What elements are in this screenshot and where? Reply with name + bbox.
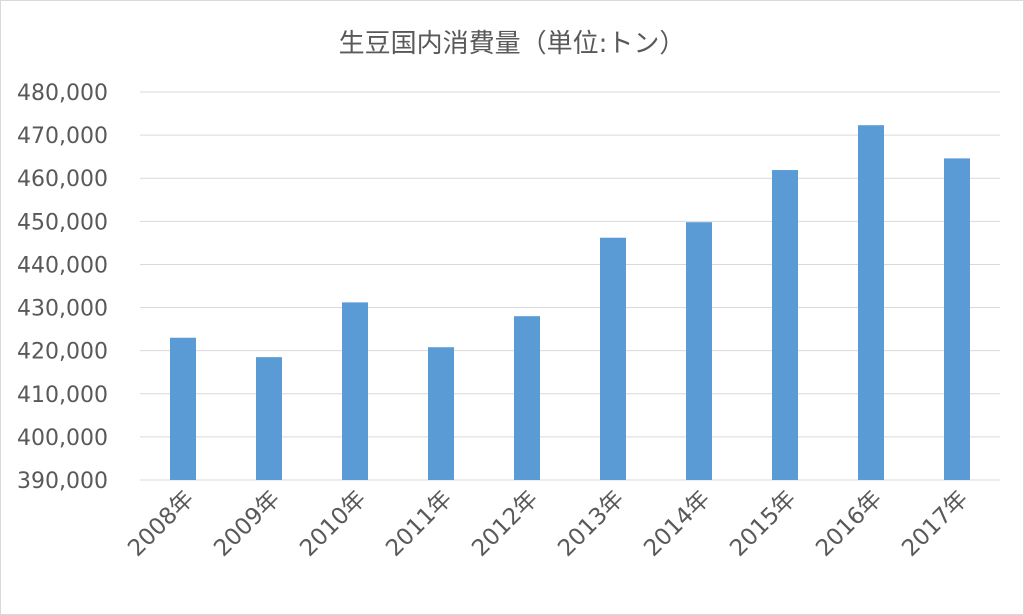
chart-title: 生豆国内消費量（単位:トン） — [339, 29, 686, 59]
bar-2016年 — [858, 125, 884, 480]
y-tick-label: 390,000 — [17, 469, 108, 494]
bar-2015年 — [772, 170, 798, 480]
y-tick-label: 420,000 — [17, 340, 108, 365]
bar-2010年 — [342, 302, 368, 480]
x-tick-label: 2016年 — [811, 486, 887, 562]
bar-2017年 — [944, 158, 970, 480]
x-tick-label: 2008年 — [123, 486, 199, 562]
x-axis-tick-labels: 2008年 2009年 2010年 2011年 2012年 2013年 2014年 2015年… — [123, 486, 973, 562]
x-tick-label: 2013年 — [553, 486, 629, 562]
bar-2013年 — [600, 237, 626, 480]
x-tick-label: 2009年 — [209, 486, 285, 562]
y-tick-label: 450,000 — [17, 210, 108, 235]
x-tick-label: 2014年 — [639, 486, 715, 562]
bar-2009年 — [256, 357, 282, 480]
y-tick-label: 470,000 — [17, 124, 108, 149]
x-tick-label: 2012年 — [467, 486, 543, 562]
y-tick-label: 400,000 — [17, 426, 108, 451]
bar-2008年 — [170, 337, 196, 480]
y-tick-label: 410,000 — [17, 383, 108, 408]
y-tick-label: 460,000 — [17, 167, 108, 192]
bar-2014年 — [686, 222, 712, 480]
y-tick-label: 430,000 — [17, 297, 108, 322]
x-tick-label: 2010年 — [295, 486, 371, 562]
x-tick-label: 2017年 — [897, 486, 973, 562]
gridlines — [140, 91, 1000, 481]
bar-2011年 — [428, 347, 454, 480]
y-tick-label: 440,000 — [17, 253, 108, 278]
y-tick-label: 480,000 — [17, 81, 108, 106]
y-axis-tick-labels: 390,000 400,000 410,000 420,000 430,000 440,0… — [17, 81, 108, 494]
bar-2012年 — [514, 316, 540, 480]
bars — [170, 125, 970, 480]
x-tick-label: 2015年 — [725, 486, 801, 562]
x-tick-label: 2011年 — [381, 486, 457, 562]
